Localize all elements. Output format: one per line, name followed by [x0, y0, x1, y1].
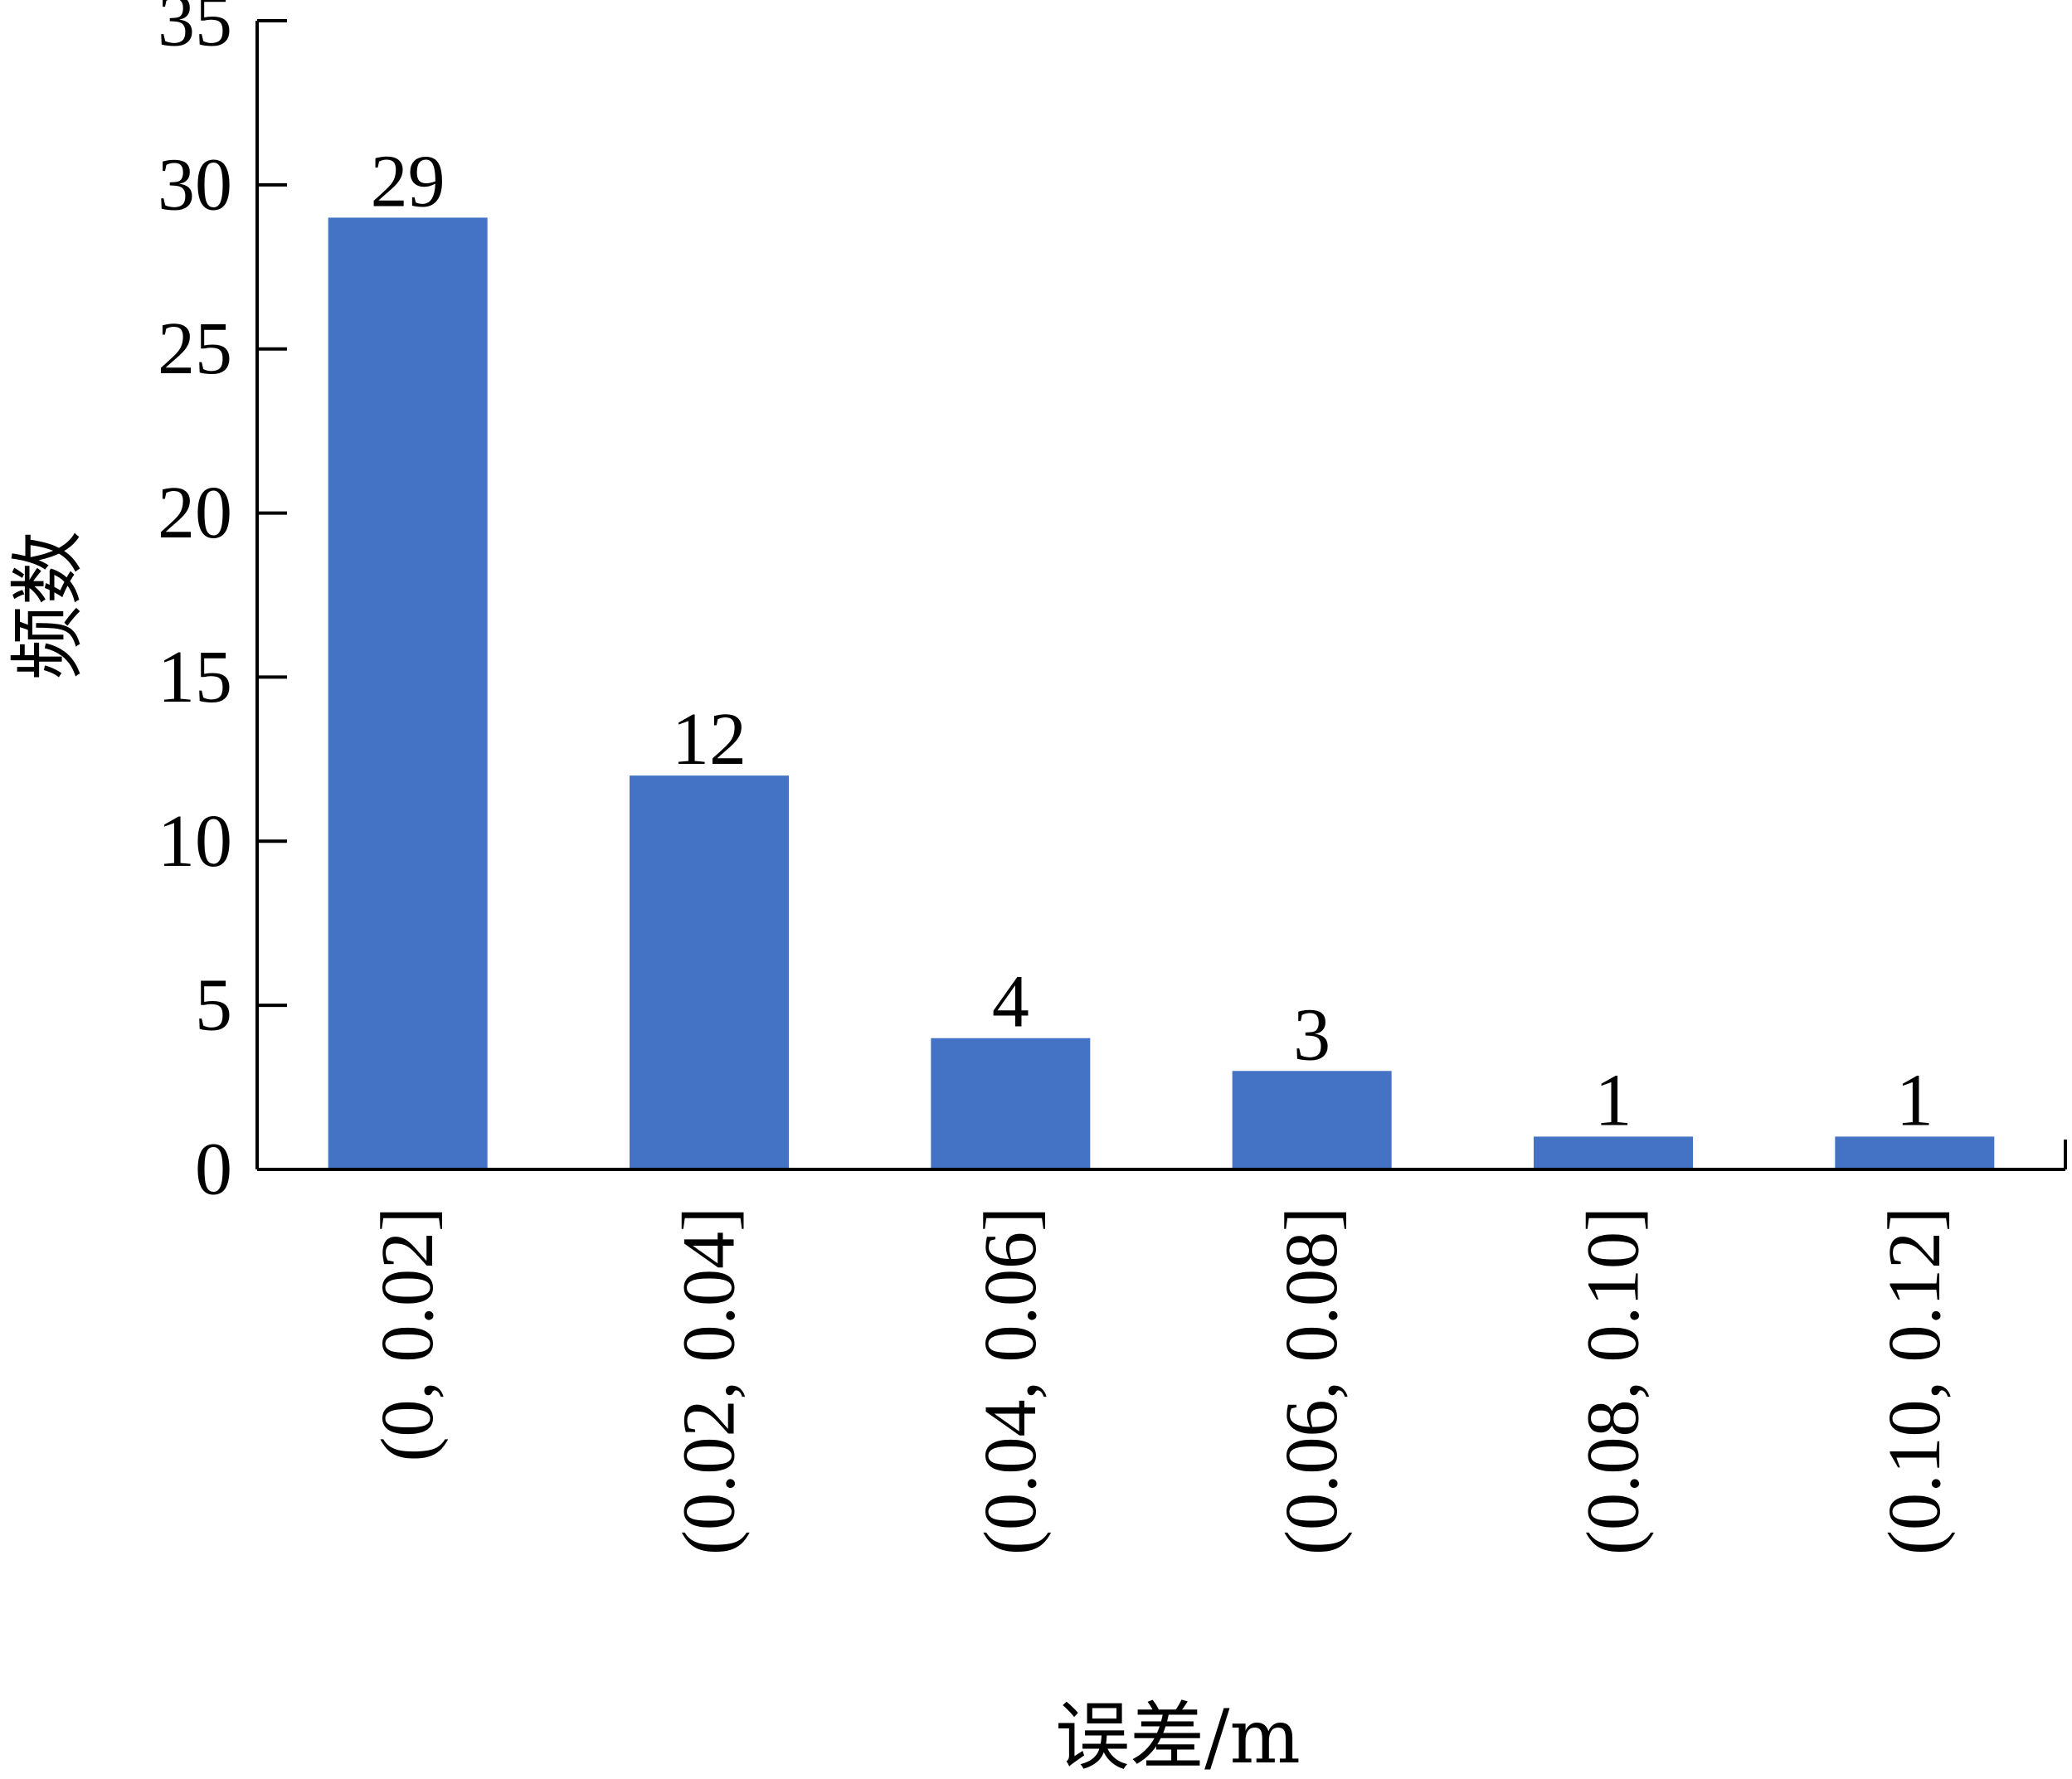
bar-value-label: 1 [1896, 1059, 1933, 1141]
y-tick-label: 25 [158, 308, 232, 390]
y-tick-label: 20 [158, 472, 232, 554]
x-category-labels: (0, 0.02] (0.02, 0.04] (0.04, 0.06] (0.06, … [367, 1207, 1956, 1555]
y-axis: 0 5 10 15 20 25 30 35 [158, 0, 287, 1211]
bar [328, 217, 488, 1169]
y-tick-label: 10 [158, 800, 232, 882]
bar [1232, 1071, 1392, 1169]
x-category-label: (0, 0.02] [367, 1207, 449, 1461]
y-axis-title: 频数 [5, 531, 92, 680]
x-category-label: (0.08, 0.10] [1573, 1207, 1655, 1555]
y-tick-label: 35 [158, 0, 232, 62]
bar-value-label: 29 [371, 140, 445, 222]
x-axis [257, 1140, 2067, 1171]
y-tick-label: 15 [158, 636, 232, 718]
x-category-label: (0.10, 0.12] [1874, 1207, 1956, 1555]
bars [328, 217, 1995, 1169]
x-category-label: (0.02, 0.04] [669, 1207, 751, 1555]
x-category-label: (0.06, 0.08] [1271, 1207, 1353, 1555]
bar [1835, 1136, 1995, 1169]
bar [931, 1038, 1091, 1169]
y-tick-label: 5 [195, 965, 232, 1047]
bar-value-label: 4 [992, 961, 1029, 1043]
bar-value-label: 3 [1293, 994, 1330, 1076]
bar-value-label: 1 [1595, 1059, 1632, 1141]
bar-value-label: 12 [672, 698, 747, 780]
x-axis-title: 误差/m [1055, 1694, 1301, 1779]
bar-value-labels: 29 12 4 3 1 1 [371, 140, 1933, 1141]
y-tick-label: 0 [195, 1129, 232, 1211]
bar [630, 775, 789, 1169]
x-category-label: (0.04, 0.06] [970, 1207, 1052, 1555]
bar [1534, 1136, 1693, 1169]
y-tick-label: 30 [158, 143, 232, 226]
